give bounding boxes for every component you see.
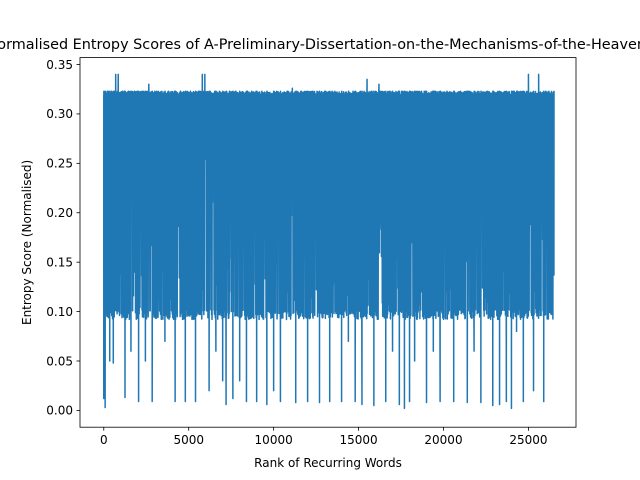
x-tick-label: 20000 [424, 433, 462, 447]
entropy-series-line [103, 73, 555, 410]
x-tick-label: 0 [100, 433, 108, 447]
y-axis-label: Entropy Score (Normalised) [20, 160, 34, 325]
y-axis-ticks: 0.00 0.05 0.10 0.15 0.20 0.25 0.30 0.35 [46, 58, 80, 418]
y-tick-label: 0.30 [46, 107, 73, 121]
x-tick-label: 10000 [255, 433, 293, 447]
chart-title: Normalised Entropy Scores of A-Prelimina… [0, 37, 640, 53]
y-tick-label: 0.10 [46, 305, 73, 319]
y-tick-label: 0.05 [46, 354, 73, 368]
y-tick-label: 0.15 [46, 255, 73, 269]
x-tick-label: 15000 [339, 433, 377, 447]
y-tick-label: 0.00 [46, 404, 73, 418]
x-tick-label: 5000 [173, 433, 204, 447]
x-axis-ticks: 0 5000 10000 15000 20000 25000 [100, 427, 548, 447]
x-tick-label: 25000 [509, 433, 547, 447]
x-axis-label: Rank of Recurring Words [254, 456, 402, 470]
y-tick-label: 0.35 [46, 58, 73, 72]
y-tick-label: 0.20 [46, 206, 73, 220]
plot-area [103, 73, 555, 410]
y-tick-label: 0.25 [46, 157, 73, 171]
data-series-group [103, 73, 555, 410]
axes-frame [79, 57, 577, 428]
